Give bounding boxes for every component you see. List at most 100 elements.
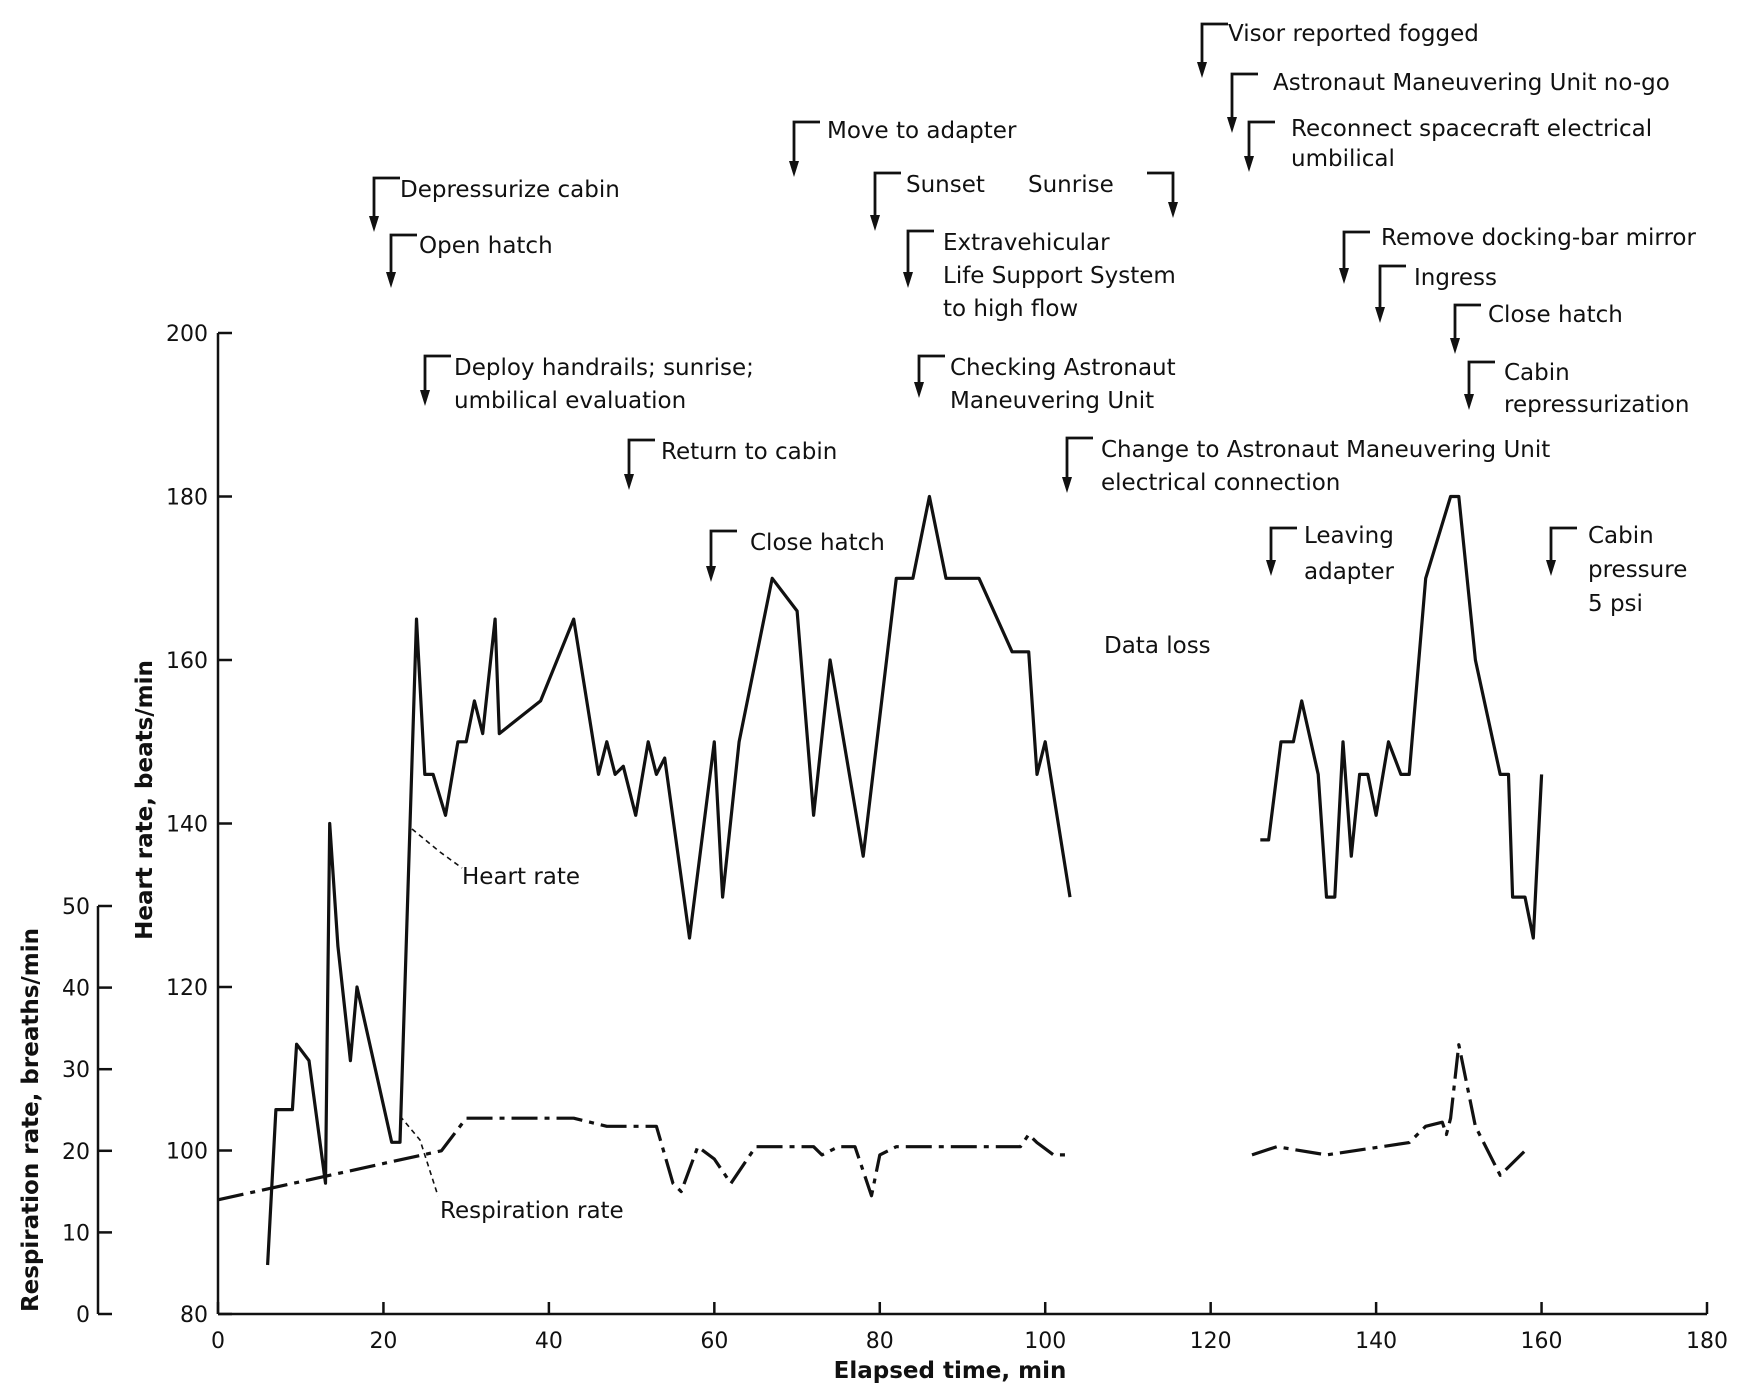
y2-tick-label: 10 [62,1221,90,1246]
annotation-arrow-head [1546,560,1556,576]
annotation-arrow-head [1197,62,1207,78]
annotation-arrow-head [1062,477,1072,493]
y2-tick-label: 0 [76,1303,90,1328]
annotation-arrow-head [706,566,716,582]
respiration-line-segment-0 [217,1116,1070,1202]
x-tick-label: 0 [211,1329,225,1354]
annotation-label: pressure [1588,557,1687,583]
annotation-18: Leaving adapter [1266,523,1395,585]
annotation-arrow-shaft [1247,120,1275,158]
annotation-arrow-head [914,382,924,398]
y2-axis-title: Respiration rate, breaths/min [18,928,44,1312]
annotation-arrow-head [369,216,379,232]
annotation-arrow-head [1339,268,1349,284]
annotation-arrow-shaft [423,354,451,392]
annotation-arrow-shaft [917,354,945,384]
annotation-arrow-head [1375,307,1385,323]
y2-tick-label: 50 [62,895,90,920]
y2-tick-label: 30 [62,1058,90,1083]
annotation-arrow-head [1266,560,1276,576]
y-axis-title: Heart rate, beats/min [132,660,158,940]
annotation-label: Sunrise [1028,172,1114,198]
annotation-arrow-shaft [709,529,737,568]
annotation-15: Ingress [1375,264,1497,323]
annotation-6: Sunset [870,171,985,231]
y2-tick-label: 20 [62,1140,90,1165]
annotation-label: Checking Astronaut [950,355,1176,381]
annotation-arrow-shaft [389,233,417,274]
annotation-arrow-shaft [1453,303,1481,340]
annotation-label: Cabin [1588,523,1654,549]
annotation-arrow-shaft [1269,526,1297,562]
annotation-label: umbilical evaluation [454,388,686,414]
y-tick-label: 160 [166,649,208,674]
annotation-label: Remove docking-bar mirror [1381,225,1696,251]
x-tick-label: 140 [1355,1329,1397,1354]
y-tick-label: 120 [166,976,208,1001]
annotation-19: Cabin pressure 5 psi [1546,523,1687,617]
y-tick-label: 80 [180,1303,208,1328]
annotation-16: Close hatch [1450,302,1623,354]
annotation-4: Close hatch [706,529,885,582]
heart-rate-leader [411,828,463,869]
annotation-label: Ingress [1414,265,1497,291]
annotation-arrow-head [903,272,913,288]
annotation-label: Reconnect spacecraft electrical [1291,116,1652,142]
series-lines [217,494,1544,1266]
annotation-label: Return to cabin [661,439,837,465]
annotation-arrow-shaft [906,229,934,274]
annotation-2: Deploy handrails; sunrise; umbilical eval… [420,354,754,414]
annotation-label: Open hatch [419,233,553,259]
x-tick-label: 160 [1521,1329,1563,1354]
annotation-arrow-shaft [792,120,820,163]
annotation-arrow-head [789,161,799,177]
annotation-label: to high flow [943,296,1078,322]
annotation-8: Extravehicular Life Support System to high… [903,229,1176,322]
annotation-arrow-shaft [1342,230,1370,270]
annotation-arrow-head [1227,117,1237,133]
annotation-label: Sunset [906,172,985,198]
annotation-label: adapter [1304,559,1395,585]
heart-rate-line-segment-1 [1260,494,1544,940]
annotation-13: Reconnect spacecraft electrical umbilical [1244,116,1652,172]
annotation-arrow-shaft [1378,264,1406,309]
annotation-label: Extravehicular [943,230,1110,256]
annotation-arrow-head [386,272,396,288]
annotation-label: Move to adapter [827,118,1017,144]
annotation-label: repressurization [1504,392,1689,418]
annotation-arrow-head [420,390,430,406]
y2-tick-label: 40 [62,977,90,1002]
annotation-arrow-shaft [372,176,400,218]
x-tick-label: 80 [866,1329,894,1354]
annotation-arrow-head [1244,156,1254,172]
annotation-arrow-shaft [873,171,901,217]
x-tick-label: 180 [1686,1329,1728,1354]
annotation-5: Move to adapter [789,118,1017,177]
respiration-rate-leader [399,1115,439,1197]
annotation-14: Remove docking-bar mirror [1339,225,1696,284]
annotation-11: Visor reported fogged [1197,21,1479,78]
event-annotations: Depressurize cabin Open hatch Deploy handr… [369,21,1696,617]
annotation-arrow-shaft [1147,171,1175,204]
y-tick-label: 180 [166,486,208,511]
heart-rate-series-label: Heart rate [462,864,580,890]
y-tick-label: 100 [166,1140,208,1165]
annotation-label: Change to Astronaut Maneuvering Unit [1101,437,1550,463]
annotation-arrow-head [870,215,880,231]
x-tick-label: 60 [700,1329,728,1354]
annotation-arrow-shaft [627,438,655,476]
x-tick-label: 20 [369,1329,397,1354]
annotation-label: 5 psi [1588,591,1643,617]
x-axis-title: Elapsed time, min [834,1358,1067,1384]
annotation-arrow-head [1450,338,1460,354]
annotation-arrow-shaft [1549,526,1577,562]
heart-rate-line-segment-0 [266,494,1072,1266]
annotation-label: Depressurize cabin [400,177,620,203]
annotation-label: umbilical [1291,146,1395,172]
annotation-label: Deploy handrails; sunrise; [454,355,754,381]
annotation-label: Life Support System [943,263,1176,289]
x-tick-label: 100 [1024,1329,1066,1354]
annotation-10: Change to Astronaut Maneuvering Unit elec… [1062,436,1550,496]
annotation-arrow-head [1464,394,1474,410]
